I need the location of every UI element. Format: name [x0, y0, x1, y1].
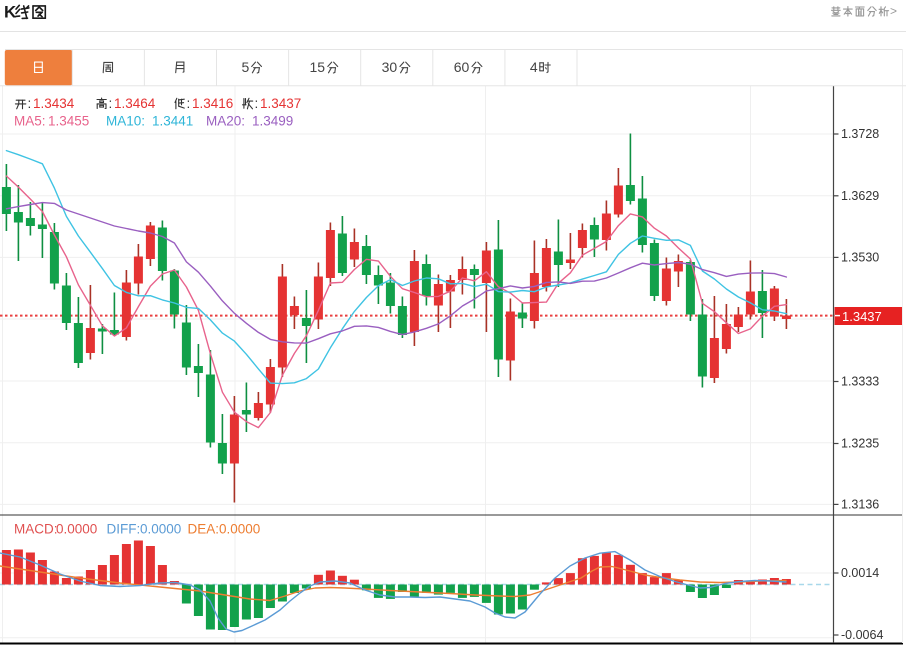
svg-text::: : — [109, 96, 113, 111]
svg-text:1.3441: 1.3441 — [152, 114, 193, 129]
svg-text:1.3434: 1.3434 — [33, 96, 75, 111]
svg-text:DEA:: DEA: — [188, 522, 220, 537]
svg-text:1.3437: 1.3437 — [260, 96, 301, 111]
svg-text:5: 5 — [242, 59, 250, 75]
svg-text:DIFF:: DIFF: — [107, 522, 141, 537]
svg-text:K: K — [4, 3, 17, 22]
svg-text:30: 30 — [382, 59, 398, 75]
svg-text::: : — [28, 96, 32, 111]
svg-text:0.0000: 0.0000 — [219, 522, 260, 537]
svg-text:-0.0064: -0.0064 — [841, 628, 883, 642]
svg-text:0.0014: 0.0014 — [841, 566, 879, 580]
svg-text:1.3333: 1.3333 — [841, 375, 879, 389]
svg-text:>: > — [890, 4, 897, 18]
svg-text:15: 15 — [310, 59, 326, 75]
svg-text:MA5:: MA5: — [14, 114, 46, 129]
svg-text:MA10:: MA10: — [106, 114, 145, 129]
svg-text:MACD:: MACD: — [14, 522, 58, 537]
svg-text:MA20:: MA20: — [206, 114, 245, 129]
svg-text:1.3455: 1.3455 — [48, 114, 89, 129]
svg-text:1.3530: 1.3530 — [841, 251, 879, 265]
svg-text:60: 60 — [454, 59, 470, 75]
svg-text::: : — [255, 96, 259, 111]
svg-text:1.3437: 1.3437 — [842, 309, 882, 324]
svg-text:1.3235: 1.3235 — [841, 437, 879, 451]
svg-text:1.3499: 1.3499 — [252, 114, 293, 129]
svg-text:0.0000: 0.0000 — [56, 522, 97, 537]
svg-text:1.3464: 1.3464 — [114, 96, 156, 111]
svg-text:4: 4 — [530, 59, 538, 75]
svg-text:1.3629: 1.3629 — [841, 189, 879, 203]
svg-text:1.3728: 1.3728 — [841, 127, 879, 141]
svg-text::: : — [187, 96, 191, 111]
svg-text:1.3416: 1.3416 — [192, 96, 233, 111]
svg-text:1.3136: 1.3136 — [841, 498, 879, 512]
svg-text:0.0000: 0.0000 — [140, 522, 181, 537]
